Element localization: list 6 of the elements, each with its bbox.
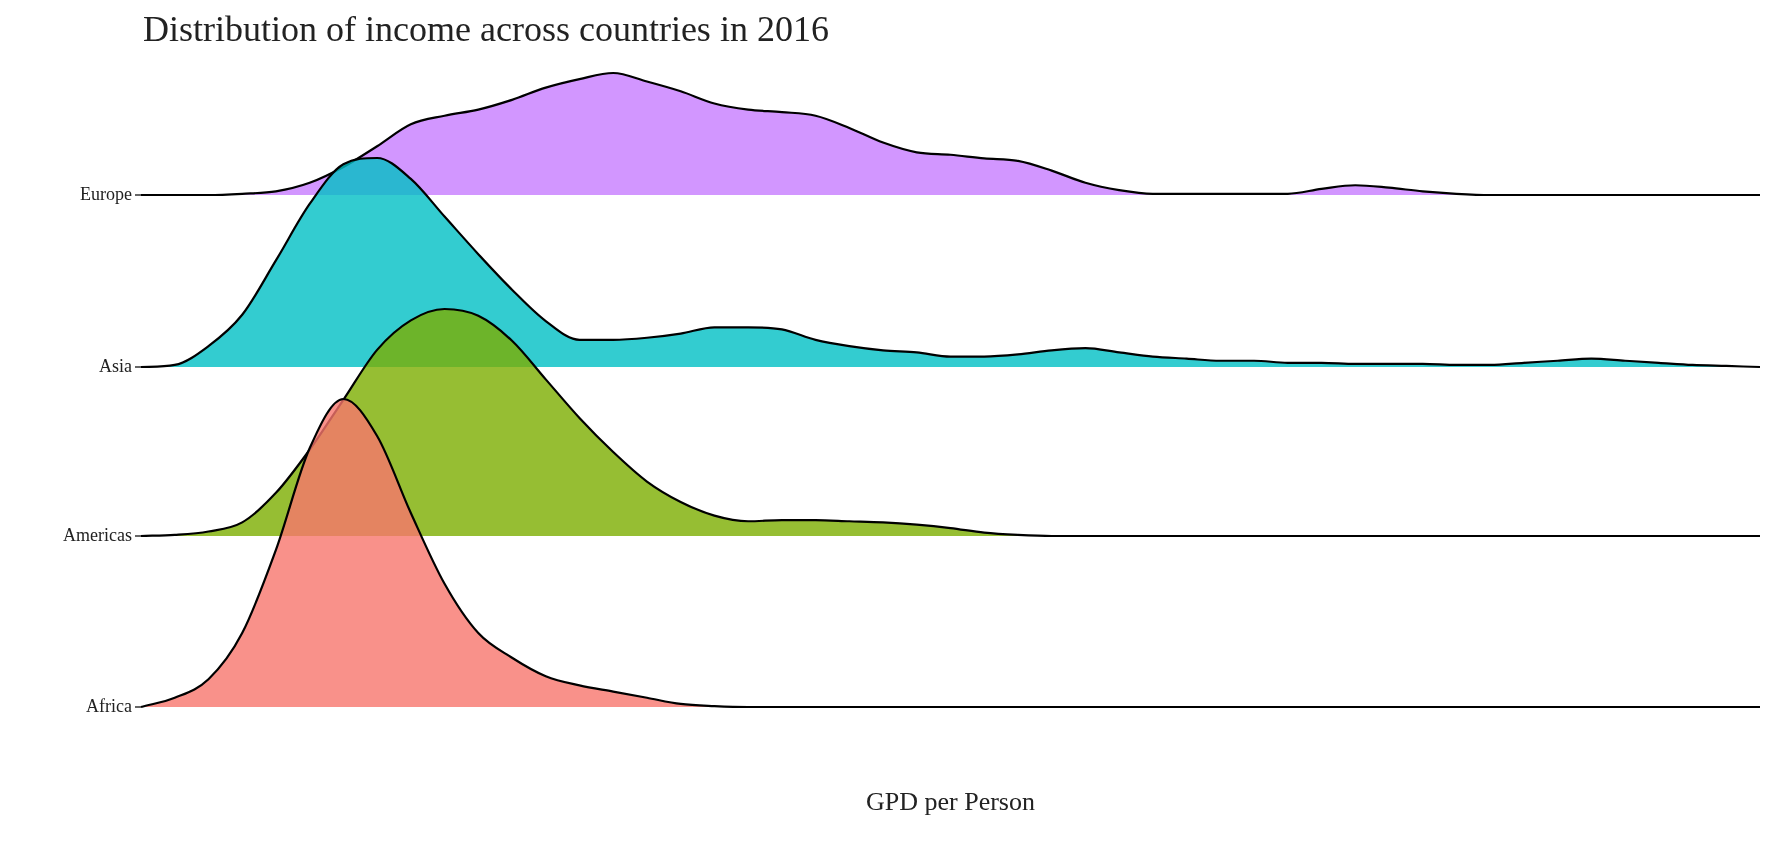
y-axis-title: Americas: [63, 524, 132, 545]
y-axis-title: Asia: [99, 355, 132, 376]
y-axis-title: Europe: [80, 183, 132, 204]
y-axis-title: Africa: [86, 695, 133, 716]
x-axis-title: GPD per Person: [866, 786, 1035, 816]
chart-title: Distribution of income across countries in 2016: [143, 9, 829, 50]
